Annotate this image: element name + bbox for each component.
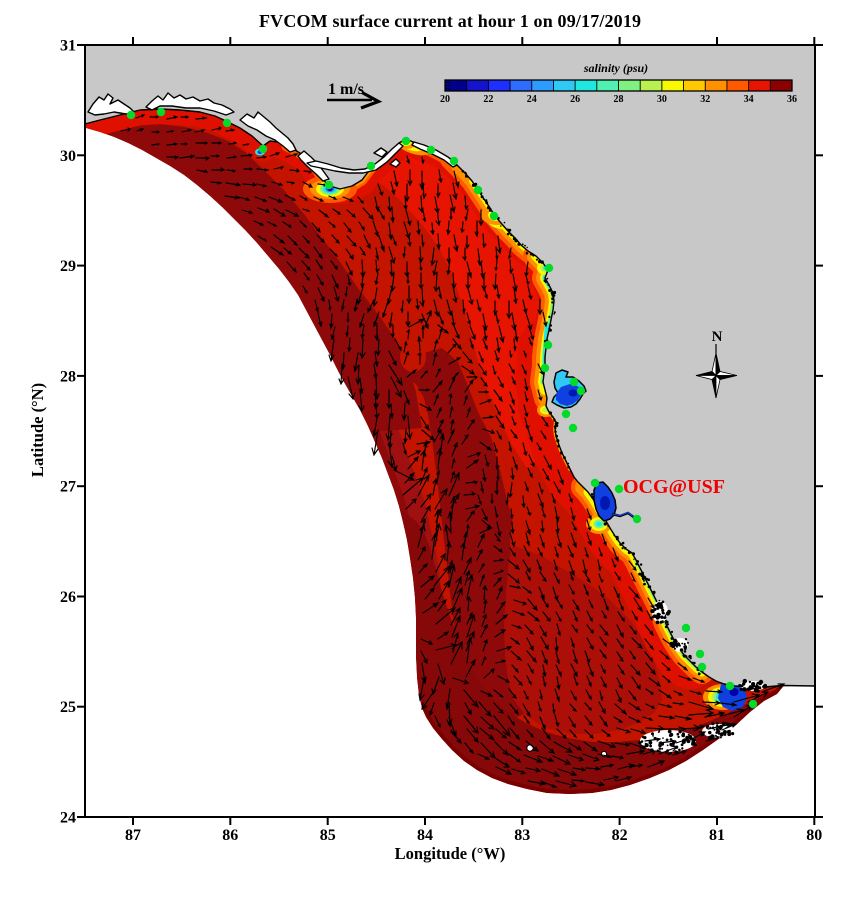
svg-text:86: 86 (222, 827, 238, 844)
svg-text:82: 82 (612, 827, 628, 844)
svg-text:30: 30 (60, 148, 76, 165)
svg-text:OCG@USF: OCG@USF (623, 476, 725, 498)
svg-text:FVCOM surface current at hour: FVCOM surface current at hour 1 on 09/17… (259, 11, 641, 31)
svg-text:28: 28 (60, 368, 76, 385)
svg-text:83: 83 (514, 827, 530, 844)
svg-text:26: 26 (570, 94, 580, 105)
svg-text:30: 30 (657, 94, 667, 105)
svg-text:36: 36 (787, 94, 797, 105)
svg-text:Longitude (°W): Longitude (°W) (395, 844, 506, 863)
svg-text:22: 22 (483, 94, 493, 105)
svg-text:29: 29 (60, 258, 76, 275)
svg-text:26: 26 (60, 589, 76, 606)
svg-text:85: 85 (320, 827, 336, 844)
svg-text:24: 24 (527, 94, 537, 105)
svg-text:1 m/s: 1 m/s (328, 81, 364, 98)
svg-text:81: 81 (709, 827, 725, 844)
svg-text:31: 31 (60, 38, 76, 55)
svg-text:27: 27 (60, 479, 76, 496)
svg-text:28: 28 (614, 94, 624, 105)
svg-text:N: N (712, 329, 723, 345)
svg-text:salinity (psu): salinity (psu) (583, 61, 648, 75)
svg-text:32: 32 (700, 94, 710, 105)
svg-text:Latitude (°N): Latitude (°N) (28, 383, 47, 477)
svg-text:87: 87 (125, 827, 141, 844)
svg-text:24: 24 (60, 810, 76, 827)
svg-text:84: 84 (417, 827, 433, 844)
svg-text:34: 34 (744, 94, 754, 105)
svg-text:80: 80 (806, 827, 822, 844)
svg-text:20: 20 (440, 94, 450, 105)
svg-text:25: 25 (60, 699, 76, 716)
